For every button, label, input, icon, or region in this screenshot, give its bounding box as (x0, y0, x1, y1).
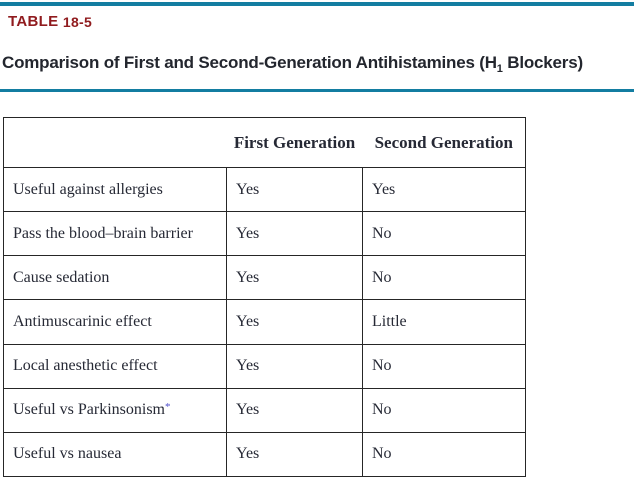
first-generation-cell: Yes (226, 166, 363, 213)
feature-cell: Pass the blood–brain barrier (3, 211, 227, 257)
feature-cell: Antimuscarinic effect (3, 299, 227, 345)
first-generation-cell: Yes (226, 211, 363, 257)
table-title-text: Comparison of First and Second-Generatio… (2, 53, 497, 72)
feature-cell: Local anesthetic effect (3, 343, 227, 389)
footnote-marker[interactable]: * (165, 401, 171, 414)
table-row: Pass the blood–brain barrier Yes No (3, 211, 526, 257)
feature-cell: Cause sedation (3, 255, 227, 301)
feature-cell: Useful vs Parkinsonism* (3, 387, 227, 433)
h1-subscript: 1 (496, 63, 503, 75)
header-cell-first-generation: First Generation (226, 117, 363, 168)
table-row: Antimuscarinic effect Yes Little (3, 299, 526, 345)
antihistamine-comparison-table: First Generation Second Generation Usefu… (3, 117, 526, 478)
table-row: Useful vs nausea Yes No (3, 431, 526, 478)
table-body: Useful against allergies Yes Yes Pass the b… (3, 166, 526, 478)
first-generation-cell: Yes (226, 431, 363, 478)
first-generation-cell: Yes (226, 299, 363, 345)
second-generation-cell: No (362, 387, 526, 433)
second-generation-cell: No (362, 431, 526, 478)
second-generation-cell: No (362, 255, 526, 301)
table-label-prefix: TABLE (8, 13, 63, 30)
feature-cell: Useful vs nausea (3, 431, 227, 478)
table-row: Useful vs Parkinsonism* Yes No (3, 387, 526, 433)
first-generation-cell: Yes (226, 255, 363, 301)
header-cell-empty (3, 117, 227, 168)
feature-cell: Useful against allergies (3, 166, 227, 213)
second-generation-cell: No (362, 211, 526, 257)
table-title-suffix: Blockers) (502, 53, 583, 72)
table-title: Comparison of First and Second-Generatio… (2, 53, 583, 75)
table-label-number: 18-5 (62, 14, 93, 30)
first-generation-cell: Yes (226, 387, 363, 433)
second-generation-cell: Little (362, 299, 526, 345)
second-generation-cell: No (362, 343, 526, 389)
header-cell-second-generation: Second Generation (362, 117, 526, 168)
header-row: First Generation Second Generation (3, 117, 526, 168)
table-label: TABLE 18-5 (8, 13, 92, 30)
top-divider (0, 2, 634, 6)
title-divider (0, 89, 634, 92)
table-row: Cause sedation Yes No (3, 255, 526, 301)
second-generation-cell: Yes (362, 166, 526, 213)
table-row: Local anesthetic effect Yes No (3, 343, 526, 389)
table-row: Useful against allergies Yes Yes (3, 166, 526, 213)
first-generation-cell: Yes (226, 343, 363, 389)
